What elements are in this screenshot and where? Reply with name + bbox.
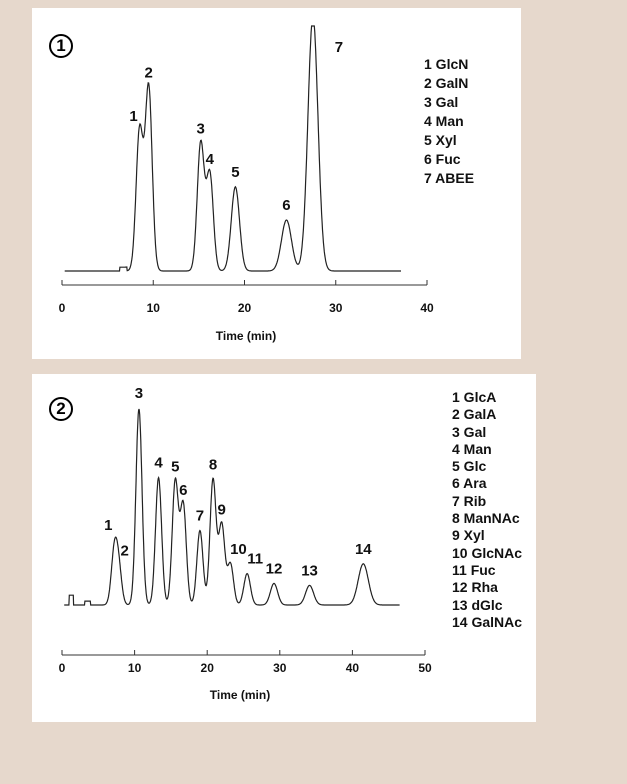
x-tick-label: 0 bbox=[59, 661, 66, 675]
peak-label: 10 bbox=[230, 541, 247, 558]
chromatogram-trace bbox=[64, 408, 400, 606]
legend-1: 1 GlcN 2 GalN 3 Gal 4 Man 5 Xyl 6 Fuc 7 ABEE bbox=[424, 55, 474, 188]
legend-entry: 4 Man bbox=[452, 440, 492, 457]
legend-entry: 6 Ara bbox=[452, 475, 487, 492]
x-tick-label: 40 bbox=[346, 661, 360, 675]
legend-entry: 1 GlcN bbox=[424, 56, 469, 72]
x-tick-label: 20 bbox=[238, 301, 252, 315]
legend-entry: 10 GlcNAc bbox=[452, 544, 523, 561]
legend-entry: 11 Fuc bbox=[452, 561, 496, 578]
chromatogram-panel-2 bbox=[32, 374, 536, 722]
peak-label: 3 bbox=[197, 121, 205, 138]
legend-entry: 6 Fuc bbox=[424, 151, 461, 167]
legend-entry: 9 Xyl bbox=[452, 527, 485, 544]
peak-label: 9 bbox=[218, 502, 226, 519]
peak-label: 7 bbox=[335, 39, 343, 56]
peak-label: 4 bbox=[206, 151, 215, 168]
legend-entry: 7 Rib bbox=[452, 492, 487, 509]
peak-label: 11 bbox=[247, 551, 263, 568]
x-tick-label: 30 bbox=[273, 661, 287, 675]
legend-entry: 4 Man bbox=[424, 113, 464, 129]
peak-label: 12 bbox=[266, 560, 283, 577]
x-tick-label: 40 bbox=[420, 301, 434, 315]
peak-label: 2 bbox=[120, 543, 128, 560]
legend-entry: 13 dGlc bbox=[452, 596, 503, 613]
legend-entry: 5 Glc bbox=[452, 458, 487, 475]
legend-entry: 7 ABEE bbox=[424, 170, 475, 186]
legend-entry: 1 GlcA bbox=[452, 389, 497, 405]
legend-entry: 3 Gal bbox=[424, 94, 459, 110]
peak-label: 14 bbox=[355, 541, 372, 558]
chromatogram-panel-1 bbox=[32, 8, 521, 359]
legend-entry: 2 GalA bbox=[452, 406, 497, 423]
legend-entry: 12 Rha bbox=[452, 579, 498, 596]
x-tick-label: 30 bbox=[329, 301, 343, 315]
legend-entry: 3 Gal bbox=[452, 423, 487, 440]
legend-entry: 8 ManNAc bbox=[452, 510, 520, 527]
x-axis-label: Time (min) bbox=[210, 688, 270, 702]
x-tick-label: 10 bbox=[147, 301, 161, 315]
peak-label: 5 bbox=[231, 164, 239, 181]
peak-label: 5 bbox=[171, 459, 179, 476]
peak-label: 1 bbox=[104, 517, 112, 534]
x-tick-label: 50 bbox=[418, 661, 432, 675]
legend-2: 1 GlcA 2 GalA 3 Gal 4 Man 5 Glc 6 Ara 7 Rib 8 M… bbox=[452, 389, 522, 631]
peak-label: 8 bbox=[209, 457, 217, 474]
peak-label: 13 bbox=[301, 562, 318, 579]
panel-2-badge: 2 bbox=[49, 397, 73, 421]
peak-label: 6 bbox=[179, 482, 187, 499]
x-tick-label: 0 bbox=[59, 301, 66, 315]
x-tick-label: 10 bbox=[128, 661, 142, 675]
x-tick-label: 20 bbox=[201, 661, 215, 675]
x-axis-label: Time (min) bbox=[216, 329, 276, 343]
panel-1-badge: 1 bbox=[49, 34, 73, 58]
peak-label: 7 bbox=[196, 508, 204, 525]
peak-label: 1 bbox=[129, 108, 137, 125]
legend-entry: 2 GalN bbox=[424, 75, 469, 91]
chromatogram-trace bbox=[64, 25, 401, 272]
peak-label: 6 bbox=[282, 197, 290, 214]
peak-label: 3 bbox=[135, 385, 143, 402]
peak-label: 4 bbox=[154, 455, 163, 472]
peak-label: 2 bbox=[145, 64, 153, 81]
legend-entry: 14 GalNAc bbox=[452, 613, 523, 630]
legend-entry: 5 Xyl bbox=[424, 132, 457, 148]
